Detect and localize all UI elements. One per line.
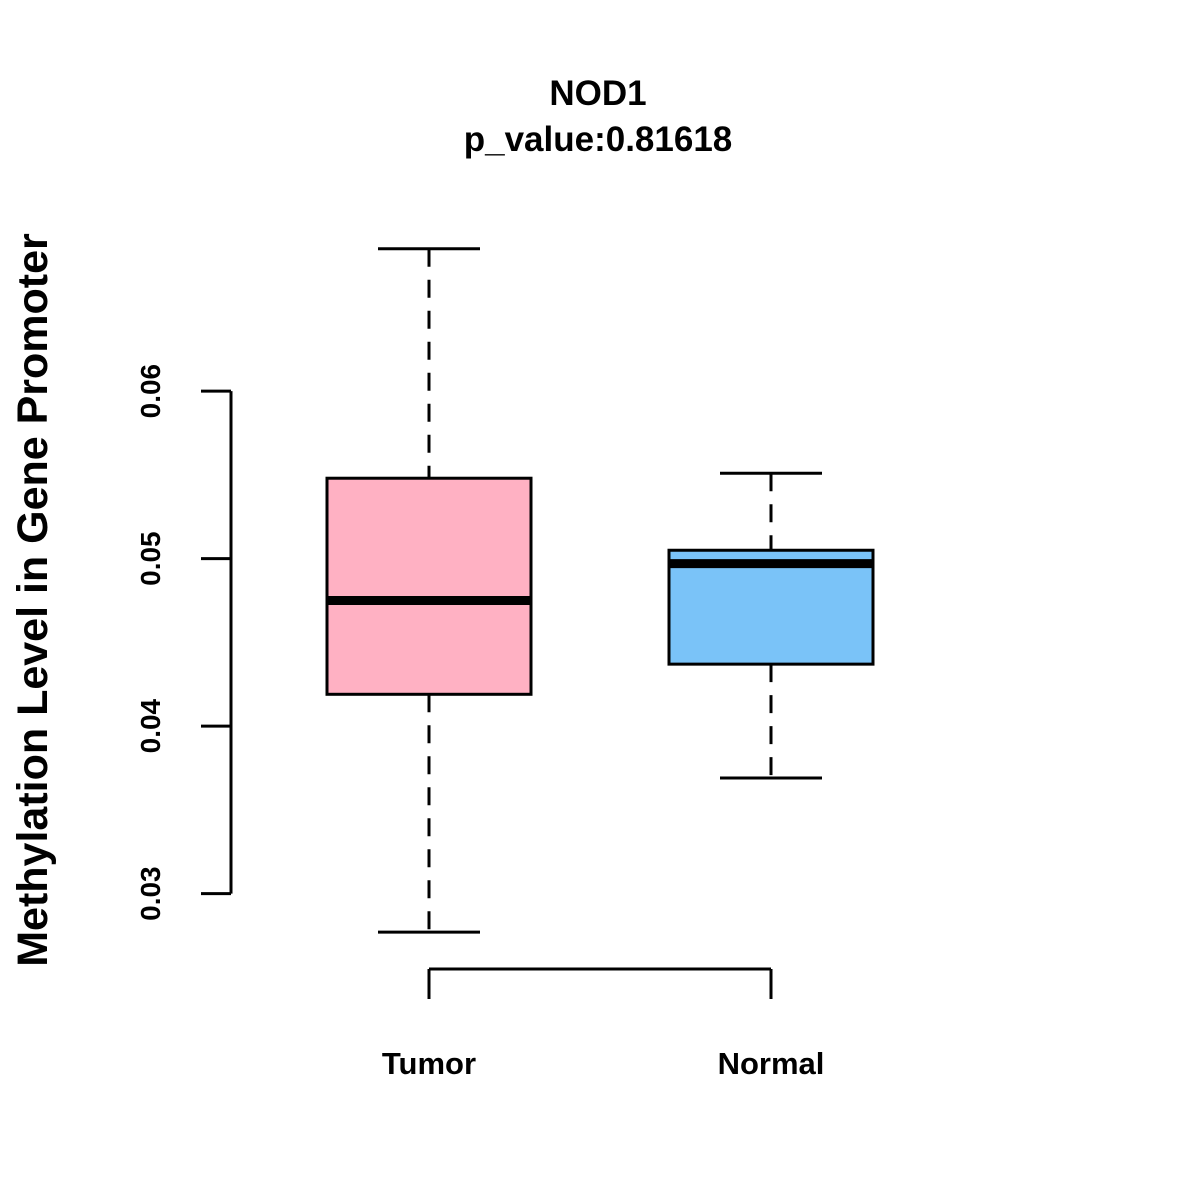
box-normal bbox=[667, 471, 875, 780]
iqr-box bbox=[667, 548, 875, 666]
box-tumor bbox=[325, 247, 533, 934]
y-tick-label: 0.04 bbox=[135, 698, 166, 753]
x-tick-label: Tumor bbox=[382, 1046, 476, 1081]
y-tick-label: 0.05 bbox=[135, 531, 166, 586]
x-axis: Tumor Normal bbox=[382, 967, 825, 1081]
y-tick-label: 0.06 bbox=[135, 364, 166, 419]
chart-subtitle: p_value:0.81618 bbox=[464, 120, 733, 159]
chart-title: NOD1 bbox=[549, 74, 646, 113]
x-tick-label: Normal bbox=[718, 1046, 825, 1081]
boxes bbox=[325, 247, 875, 934]
y-axis: 0.03 0.04 0.05 0.06 bbox=[135, 364, 233, 921]
y-axis-label: Methylation Level in Gene Promoter bbox=[9, 233, 57, 967]
iqr-box bbox=[325, 476, 533, 696]
y-tick-label: 0.03 bbox=[135, 866, 166, 921]
